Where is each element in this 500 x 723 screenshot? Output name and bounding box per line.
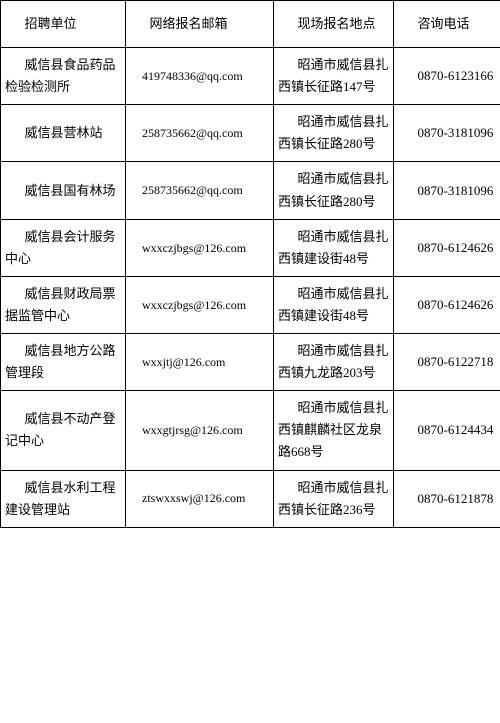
cell-email: wxxczjbgs@126.com — [126, 219, 274, 276]
cell-address: 昭通市威信县扎西镇长征路280号 — [274, 162, 394, 219]
table-row: 威信县食品药品检验检测所419748336@qq.com昭通市威信县扎西镇长征路… — [1, 48, 500, 105]
table-header-row: 招聘单位 网络报名邮箱 现场报名地点 咨询电话 — [1, 1, 500, 48]
cell-phone: 0870-6124626 — [394, 276, 500, 333]
cell-phone: 0870-3181096 — [394, 162, 500, 219]
cell-phone: 0870-6121878 — [394, 470, 500, 527]
cell-address: 昭通市威信县扎西镇建设街48号 — [274, 276, 394, 333]
cell-unit: 威信县食品药品检验检测所 — [1, 48, 126, 105]
cell-phone: 0870-6122718 — [394, 334, 500, 391]
cell-email: wxxgtjrsg@126.com — [126, 391, 274, 470]
cell-email: wxxczjbgs@126.com — [126, 276, 274, 333]
col-header-unit: 招聘单位 — [1, 1, 126, 48]
table-row: 威信县不动产登记中心wxxgtjrsg@126.com昭通市威信县扎西镇麒麟社区… — [1, 391, 500, 470]
col-header-email: 网络报名邮箱 — [126, 1, 274, 48]
cell-email: ztswxxswj@126.com — [126, 470, 274, 527]
cell-unit: 威信县国有林场 — [1, 162, 126, 219]
col-header-phone: 咨询电话 — [394, 1, 500, 48]
cell-phone: 0870-6124434 — [394, 391, 500, 470]
cell-email: 258735662@qq.com — [126, 162, 274, 219]
col-header-address: 现场报名地点 — [274, 1, 394, 48]
cell-email: 419748336@qq.com — [126, 48, 274, 105]
table-row: 威信县营林站258735662@qq.com昭通市威信县扎西镇长征路280号08… — [1, 105, 500, 162]
cell-email: 258735662@qq.com — [126, 105, 274, 162]
recruitment-table: 招聘单位 网络报名邮箱 现场报名地点 咨询电话 威信县食品药品检验检测所4197… — [0, 0, 500, 528]
cell-address: 昭通市威信县扎西镇建设街48号 — [274, 219, 394, 276]
table-row: 威信县水利工程建设管理站ztswxxswj@126.com昭通市威信县扎西镇长征… — [1, 470, 500, 527]
cell-address: 昭通市威信县扎西镇长征路280号 — [274, 105, 394, 162]
cell-phone: 0870-6123166 — [394, 48, 500, 105]
cell-unit: 威信县水利工程建设管理站 — [1, 470, 126, 527]
cell-address: 昭通市威信县扎西镇长征路236号 — [274, 470, 394, 527]
cell-unit: 威信县会计服务中心 — [1, 219, 126, 276]
cell-email: wxxjtj@126.com — [126, 334, 274, 391]
cell-unit: 威信县营林站 — [1, 105, 126, 162]
table-row: 威信县会计服务中心wxxczjbgs@126.com昭通市威信县扎西镇建设街48… — [1, 219, 500, 276]
cell-address: 昭通市威信县扎西镇长征路147号 — [274, 48, 394, 105]
cell-address: 昭通市威信县扎西镇麒麟社区龙泉路668号 — [274, 391, 394, 470]
cell-unit: 威信县地方公路管理段 — [1, 334, 126, 391]
table-row: 威信县地方公路管理段wxxjtj@126.com昭通市威信县扎西镇九龙路203号… — [1, 334, 500, 391]
table-row: 威信县财政局票据监管中心wxxczjbgs@126.com昭通市威信县扎西镇建设… — [1, 276, 500, 333]
cell-phone: 0870-6124626 — [394, 219, 500, 276]
cell-unit: 威信县不动产登记中心 — [1, 391, 126, 470]
cell-phone: 0870-3181096 — [394, 105, 500, 162]
cell-unit: 威信县财政局票据监管中心 — [1, 276, 126, 333]
cell-address: 昭通市威信县扎西镇九龙路203号 — [274, 334, 394, 391]
table-row: 威信县国有林场258735662@qq.com昭通市威信县扎西镇长征路280号0… — [1, 162, 500, 219]
